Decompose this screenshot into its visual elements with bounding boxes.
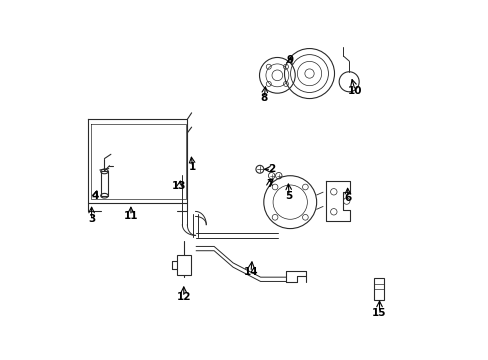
Text: 13: 13 bbox=[172, 181, 186, 192]
Text: 3: 3 bbox=[88, 214, 95, 224]
Text: 8: 8 bbox=[260, 93, 267, 103]
Text: 12: 12 bbox=[176, 292, 191, 302]
Bar bbox=[373, 278, 384, 300]
Text: 2: 2 bbox=[267, 164, 274, 174]
Text: 4: 4 bbox=[91, 191, 99, 201]
Text: 9: 9 bbox=[286, 55, 293, 65]
Text: 14: 14 bbox=[243, 267, 258, 277]
Text: 5: 5 bbox=[285, 191, 292, 201]
Bar bbox=[176, 255, 190, 275]
Bar bbox=[101, 171, 108, 196]
Text: 11: 11 bbox=[123, 211, 138, 221]
Text: 6: 6 bbox=[344, 193, 351, 203]
Text: 15: 15 bbox=[371, 308, 386, 318]
Text: 10: 10 bbox=[347, 86, 362, 96]
Text: 7: 7 bbox=[265, 179, 273, 189]
Text: 1: 1 bbox=[189, 162, 196, 172]
